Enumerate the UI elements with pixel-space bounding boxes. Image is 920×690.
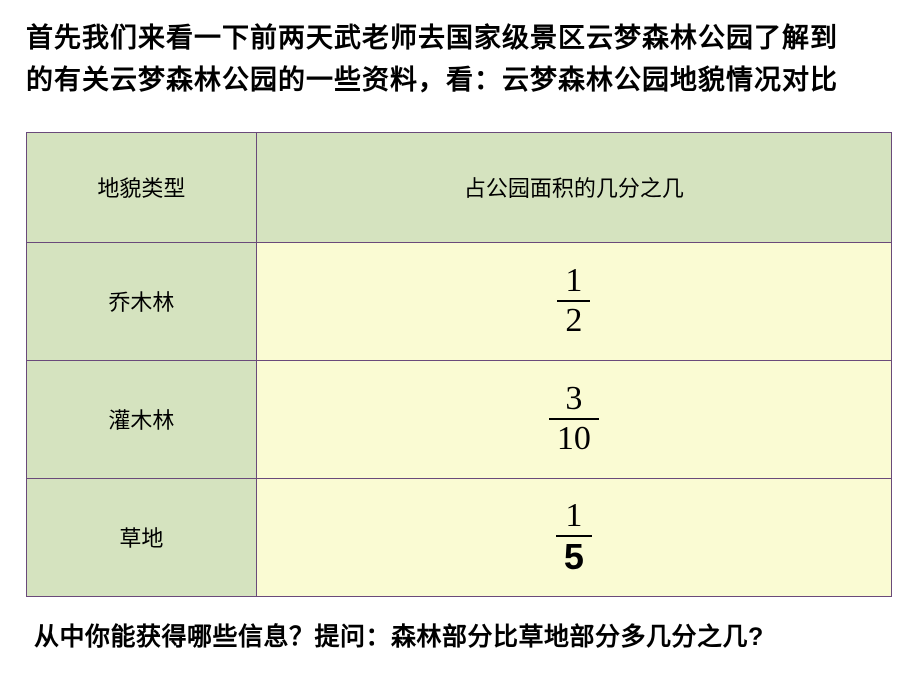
header-type: 地貌类型 [27, 132, 257, 242]
fraction-cell: 1 2 [256, 242, 891, 360]
fraction-denominator: 5 [556, 535, 592, 575]
type-cell: 乔木林 [27, 242, 257, 360]
fraction-numerator: 1 [557, 264, 590, 300]
table-header-row: 地貌类型 占公园面积的几分之几 [27, 132, 892, 242]
fraction-denominator: 10 [549, 418, 599, 456]
fraction-numerator: 1 [556, 499, 592, 535]
terrain-table: 地貌类型 占公园面积的几分之几 乔木林 1 2 灌木林 3 10 草地 [26, 132, 892, 597]
table-row: 灌木林 3 10 [27, 360, 892, 478]
fraction-cell: 1 5 [256, 478, 891, 596]
type-cell: 灌木林 [27, 360, 257, 478]
intro-line-2: 的有关云梦森林公园的一些资料，看：云梦森林公园地貌情况对比 [26, 65, 838, 95]
type-cell: 草地 [27, 478, 257, 596]
fraction-cell: 3 10 [256, 360, 891, 478]
question-text: 从中你能获得哪些信息？提问：森林部分比草地部分多几分之几? [26, 617, 894, 653]
intro-line-1: 首先我们来看一下前两天武老师去国家级景区云梦森林公园了解到 [26, 23, 838, 53]
fraction-denominator: 2 [557, 300, 590, 338]
fraction-numerator: 3 [549, 382, 599, 418]
fraction: 3 10 [549, 382, 599, 456]
header-fraction: 占公园面积的几分之几 [256, 132, 891, 242]
fraction: 1 5 [556, 499, 592, 575]
intro-text: 首先我们来看一下前两天武老师去国家级景区云梦森林公园了解到 的有关云梦森林公园的… [26, 18, 894, 102]
table-row: 乔木林 1 2 [27, 242, 892, 360]
fraction: 1 2 [557, 264, 590, 338]
table-row: 草地 1 5 [27, 478, 892, 596]
